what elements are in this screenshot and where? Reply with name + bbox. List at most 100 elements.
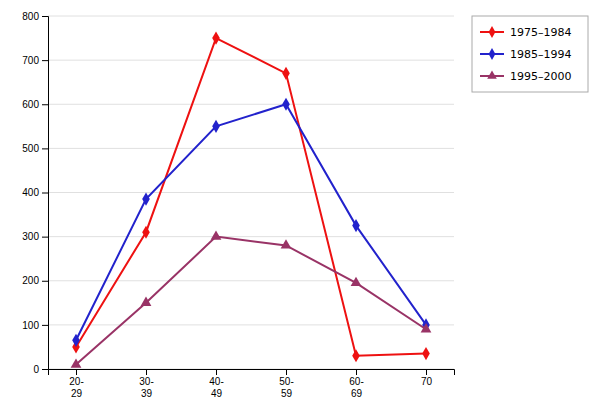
tick-mark	[76, 369, 77, 375]
plot-area: 0 100 200 300 400 500 600 700 800 20-29 30-39 40-49…	[22, 11, 454, 399]
legend-label: 1985–1994	[510, 48, 572, 61]
point	[141, 297, 152, 306]
point	[282, 67, 290, 80]
legend-item: 1975–1984	[480, 26, 572, 39]
tick-label: 500	[22, 143, 39, 154]
tick-label: 200	[22, 275, 39, 286]
point	[212, 120, 220, 133]
grid-line	[48, 60, 454, 61]
point	[351, 277, 362, 286]
point	[142, 226, 150, 239]
legend-label: 1995–2000	[510, 70, 572, 83]
legend-marker	[489, 48, 496, 60]
tick: 800	[22, 11, 48, 22]
tick-mark	[42, 104, 48, 105]
point	[421, 323, 432, 332]
grid-line	[48, 16, 454, 17]
tick-mark	[42, 281, 48, 282]
point	[281, 239, 292, 248]
tick-mark	[286, 369, 287, 375]
tick-label-line: 40-	[209, 376, 223, 387]
tick-label: 60-69	[349, 376, 363, 399]
marks	[71, 31, 432, 367]
legend-label: 1975–1984	[510, 26, 572, 39]
tick-label-line: 70	[421, 376, 433, 387]
tick-label: 40-49	[209, 376, 223, 399]
tick-label: 70	[421, 376, 433, 387]
tick-label-line: 30-	[139, 376, 153, 387]
tick-label-line: 50-	[279, 376, 293, 387]
tick: 100	[22, 320, 48, 331]
tick: 40-49	[209, 369, 223, 399]
tick-mark	[42, 148, 48, 149]
legend: 1975–1984 1985–1994 1995–2000	[472, 16, 588, 92]
grid-line	[48, 280, 454, 281]
tick-label: 20-29	[69, 376, 83, 399]
tick-label: 600	[22, 99, 39, 110]
axis-line	[42, 17, 49, 370]
x-axis: 20-29 30-39 40-49 50-59 60-69 70	[49, 369, 455, 399]
legend-marker	[487, 70, 497, 78]
tick: 200	[22, 275, 48, 286]
tick-label-line: 29	[71, 388, 83, 399]
tick-mark	[42, 193, 48, 194]
tick-label: 800	[22, 11, 39, 22]
point	[72, 334, 80, 347]
legend-item: 1985–1994	[480, 48, 572, 61]
point	[282, 98, 290, 111]
tick-label-line: 49	[211, 388, 223, 399]
point	[212, 31, 220, 44]
grid-line	[48, 148, 454, 149]
grid-line	[48, 324, 454, 325]
point	[71, 358, 82, 367]
tick: 0	[33, 364, 48, 375]
tick-label: 700	[22, 55, 39, 66]
grid-line	[48, 192, 454, 193]
tick-label: 50-59	[279, 376, 293, 399]
tick: 500	[22, 143, 48, 154]
point	[352, 349, 360, 362]
tick-mark	[42, 369, 48, 370]
tick-mark	[42, 16, 48, 17]
legend-marker	[489, 26, 496, 38]
tick-label-line: 39	[141, 388, 153, 399]
tick-mark	[356, 369, 357, 375]
y-axis: 0 100 200 300 400 500 600 700 800	[22, 11, 48, 375]
tick: 50-59	[279, 369, 293, 399]
tick-label-line: 60-	[349, 376, 363, 387]
grid-line	[48, 236, 454, 237]
tick-mark	[216, 369, 217, 375]
grid-line	[48, 104, 454, 105]
tick-mark	[146, 369, 147, 375]
series	[72, 98, 430, 347]
line	[76, 38, 426, 356]
series	[71, 230, 432, 367]
line	[76, 104, 426, 340]
point	[211, 230, 222, 239]
series	[72, 31, 430, 362]
axis-line	[49, 370, 455, 376]
grid	[48, 16, 454, 369]
tick-label: 400	[22, 187, 39, 198]
tick-mark	[426, 369, 427, 375]
point	[352, 219, 360, 232]
legend-frame	[472, 16, 588, 92]
tick: 400	[22, 187, 48, 198]
tick-label: 30-39	[139, 376, 153, 399]
tick: 60-69	[349, 369, 363, 399]
tick-label-line: 69	[351, 388, 363, 399]
tick-label: 100	[22, 320, 39, 331]
tick-label: 300	[22, 231, 39, 242]
tick: 700	[22, 55, 48, 66]
tick: 20-29	[69, 369, 83, 399]
tick-mark	[42, 325, 48, 326]
chart: 0 100 200 300 400 500 600 700 800 20-29 30-39 40-49…	[0, 0, 594, 419]
tick: 30-39	[139, 369, 153, 399]
point	[142, 193, 150, 206]
tick-mark	[42, 60, 48, 61]
point	[422, 347, 430, 360]
tick-mark	[42, 237, 48, 238]
legend-item: 1995–2000	[480, 70, 572, 83]
tick: 70	[421, 369, 433, 387]
line	[76, 237, 426, 365]
